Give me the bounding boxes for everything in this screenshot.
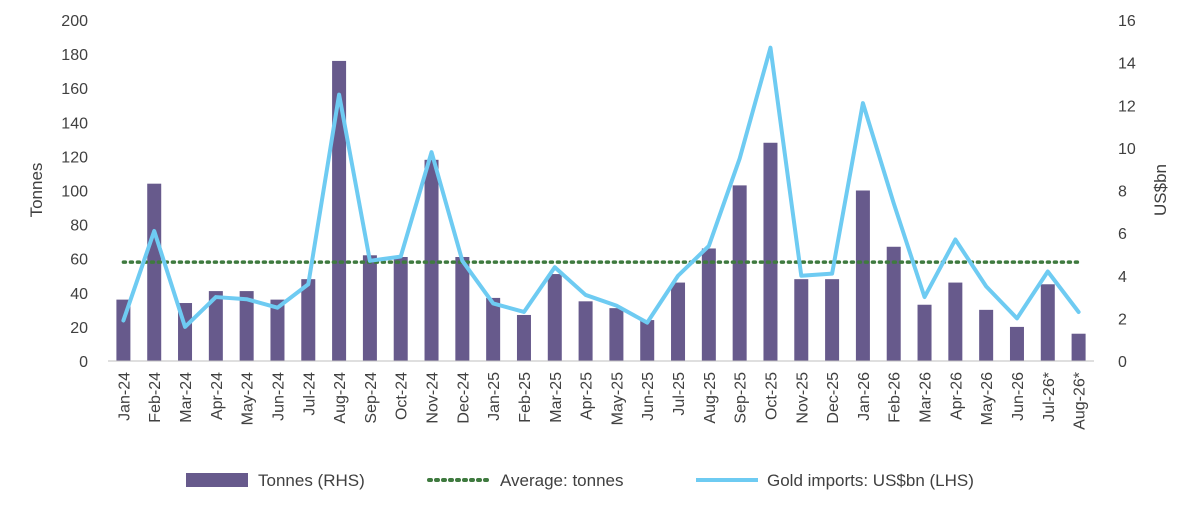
left-tick-label: 160 <box>61 81 88 98</box>
category-label: Jul-25 <box>671 372 688 416</box>
left-tick-label: 80 <box>70 218 88 235</box>
legend-label-gold: Gold imports: US$bn (LHS) <box>767 471 974 490</box>
category-label: Jun-25 <box>640 372 657 421</box>
bar <box>979 309 994 361</box>
left-tick-label: 140 <box>61 115 88 132</box>
gold-imports-series <box>121 45 1081 329</box>
bar <box>886 246 901 361</box>
category-label: Nov-24 <box>425 372 442 424</box>
left-tick-label: 100 <box>61 184 88 201</box>
bar <box>825 279 840 361</box>
category-label: Mar-24 <box>178 372 195 423</box>
category-label: Aug-24 <box>332 372 349 424</box>
bar <box>332 60 347 362</box>
category-label: May-25 <box>609 372 626 425</box>
bar <box>516 314 531 361</box>
category-label: Jan-25 <box>486 372 503 421</box>
bar <box>732 185 747 361</box>
category-label: Oct-24 <box>394 372 411 420</box>
bar <box>301 279 316 361</box>
category-label: Aug-25 <box>702 372 719 424</box>
category-label: Apr-24 <box>209 372 226 420</box>
category-label: Jan-26 <box>856 372 873 421</box>
bar <box>1009 326 1024 361</box>
category-label: May-26 <box>979 372 996 425</box>
right-tick-label: 16 <box>1118 13 1136 30</box>
right-tick-label: 8 <box>1118 184 1127 201</box>
bar <box>270 299 285 361</box>
right-tick-label: 4 <box>1118 269 1127 286</box>
left-tick-label: 40 <box>70 286 88 303</box>
left-tick-label: 180 <box>61 47 88 64</box>
category-label: Nov-25 <box>794 372 811 424</box>
left-tick-label: 120 <box>61 149 88 166</box>
right-tick-label: 14 <box>1118 56 1136 73</box>
category-label: Jul-26* <box>1041 372 1058 422</box>
right-tick-label: 6 <box>1118 226 1127 243</box>
category-label: Dec-25 <box>825 372 842 424</box>
category-label: Feb-25 <box>517 372 534 423</box>
bar <box>763 142 778 361</box>
left-tick-label: 0 <box>79 354 88 371</box>
category-label: Feb-26 <box>887 372 904 423</box>
category-label: Mar-25 <box>548 372 565 423</box>
bar <box>362 255 377 361</box>
category-label: Jul-24 <box>301 372 318 416</box>
right-tick-label: 2 <box>1118 311 1127 328</box>
category-label: May-24 <box>240 372 257 425</box>
category-label: Dec-24 <box>455 372 472 424</box>
bar <box>455 256 470 361</box>
category-label: Apr-26 <box>948 372 965 420</box>
bar <box>208 291 223 361</box>
bar <box>147 183 162 361</box>
category-label: Sep-24 <box>363 372 380 424</box>
bar <box>917 304 932 361</box>
right-tick-label: 0 <box>1118 354 1127 371</box>
bar-series <box>116 60 1086 362</box>
bar <box>671 282 686 361</box>
category-label: Oct-25 <box>763 372 780 420</box>
category-label: Sep-25 <box>733 372 750 424</box>
left-tick-label: 60 <box>70 252 88 269</box>
left-axis-ticks: 0 20 40 60 80 100 120 140 160 180 200 <box>61 13 88 371</box>
category-label: Mar-26 <box>918 372 935 423</box>
bar <box>486 297 501 361</box>
bar <box>701 248 716 361</box>
legend: Tonnes (RHS) Average: tonnes Gold import… <box>186 471 974 490</box>
gold-imports-line <box>121 45 1081 329</box>
bar <box>547 274 562 361</box>
legend-swatch-tonnes <box>186 473 248 487</box>
category-label: Jan-24 <box>116 372 133 421</box>
right-tick-label: 10 <box>1118 141 1136 158</box>
bar <box>393 256 408 361</box>
category-label: Feb-24 <box>147 372 164 423</box>
left-tick-label: 200 <box>61 13 88 30</box>
legend-label-tonnes: Tonnes (RHS) <box>258 471 365 490</box>
bar <box>640 320 655 361</box>
bar <box>948 282 963 361</box>
bar <box>239 291 254 361</box>
right-axis-ticks: 0 2 4 6 8 10 12 14 16 <box>1118 13 1136 371</box>
category-label: Jun-24 <box>270 372 287 421</box>
bar <box>609 308 624 361</box>
right-tick-label: 12 <box>1118 98 1136 115</box>
category-label: Aug-26* <box>1072 372 1089 430</box>
bar <box>855 190 870 361</box>
category-labels: Jan-24 Feb-24 Mar-24 Apr-24 May-24 Jun-24 Jul-… <box>116 372 1088 430</box>
bar <box>578 301 593 361</box>
category-label: Jun-26 <box>1010 372 1027 421</box>
left-tick-label: 20 <box>70 320 88 337</box>
bar <box>1071 333 1086 361</box>
bar <box>794 279 809 361</box>
legend-label-average: Average: tonnes <box>500 471 624 490</box>
left-axis-title: Tonnes <box>27 163 46 218</box>
bar <box>1040 284 1055 361</box>
category-label: Apr-25 <box>579 372 596 420</box>
right-axis-title: US$bn <box>1151 164 1170 216</box>
